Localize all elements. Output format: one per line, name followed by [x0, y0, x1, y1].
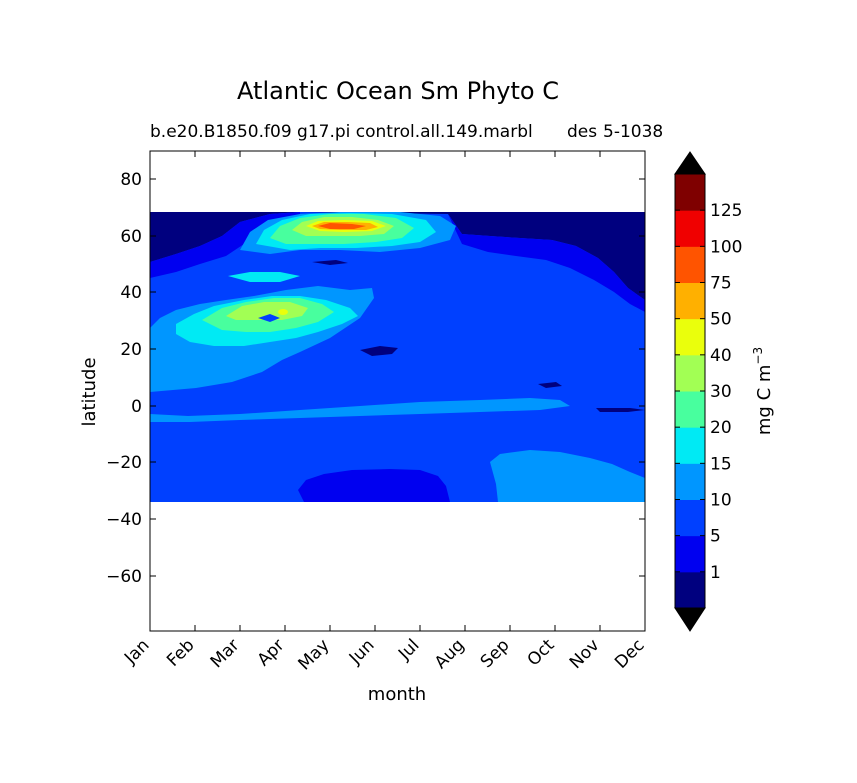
contour-band-0-1-patch	[596, 408, 645, 412]
colorbar-extend-max	[674, 151, 706, 175]
colorbar-swatch	[675, 174, 705, 211]
x-tick-label: Feb	[163, 635, 198, 670]
colorbar-label: mg C m−3	[751, 347, 775, 435]
x-tick-label: Sep	[477, 635, 514, 672]
y-axis-label: latitude	[79, 357, 100, 426]
colorbar-tick-label: 30	[710, 382, 732, 402]
y-tick-label: 60	[120, 227, 142, 247]
y-tick-label: 20	[120, 340, 142, 360]
x-axis-label: month	[368, 684, 426, 705]
colorbar-swatch	[675, 463, 705, 500]
colorbar-tick-label: 100	[710, 237, 742, 257]
contour-band-5-10-patch	[258, 314, 280, 322]
contour-band-40-50-spot	[278, 309, 288, 315]
contour-band-30-40-subtropical	[226, 302, 308, 320]
y-tick-label: −40	[106, 510, 142, 530]
y-tick-label: 40	[120, 283, 142, 303]
colorbar-tick-label: 40	[710, 346, 732, 366]
colorbar-swatch	[675, 354, 705, 392]
colorbar-swatch	[675, 499, 705, 537]
y-tick-label: −20	[106, 453, 142, 473]
contour-band-1-5-south	[298, 469, 450, 502]
contour-band-0-1-patch	[538, 382, 562, 388]
colorbar-tick-label: 5	[710, 527, 721, 547]
x-tick-label: Jun	[345, 635, 379, 669]
colorbar-tick-label: 10	[710, 491, 732, 511]
contour-band-0-1-north	[150, 212, 645, 300]
x-tick-label: Jan	[120, 635, 153, 668]
x-tick-label: Oct	[524, 635, 559, 670]
colorbar-label-exponent: −3	[751, 347, 765, 365]
x-tick-label: Dec	[611, 635, 648, 672]
contour-band-0-1-patch	[360, 346, 398, 356]
colorbar-tick-label: 20	[710, 418, 732, 438]
y-tick-label: 0	[131, 397, 142, 417]
colorbar-extend-min	[674, 607, 706, 632]
y-tick-label: −60	[106, 567, 142, 587]
colorbar-swatch	[675, 282, 705, 320]
plot-frame	[149, 150, 646, 632]
contour-band-0-1-patch	[312, 260, 348, 265]
contour-band-75-100	[318, 223, 366, 229]
x-tick-label: Apr	[254, 635, 289, 670]
colorbar-tick-label: 125	[710, 201, 742, 221]
colorbar-tick-label: 15	[710, 454, 732, 474]
colorbar-swatch	[675, 210, 705, 247]
x-tick-label: Nov	[566, 635, 604, 673]
colorbar-swatch	[675, 391, 705, 428]
x-tick-label: Jul	[394, 635, 423, 664]
colorbar-swatch	[675, 535, 705, 573]
colorbar-swatch	[675, 318, 705, 356]
contour-band-10-15-south	[490, 450, 645, 502]
colorbar-swatch	[675, 246, 705, 283]
colorbar-label-text: mg C m	[754, 365, 775, 436]
y-tick-label: 80	[120, 170, 142, 190]
x-tick-label: Mar	[207, 635, 244, 672]
chart-subtitle-suffix: des	[567, 122, 597, 142]
contour-band-1-5-mid	[448, 214, 645, 312]
colorbar-swatches	[675, 174, 705, 609]
colorbar-tick-label: 50	[710, 310, 732, 330]
colorbar-swatch	[675, 571, 705, 609]
chart-title: Atlantic Ocean Sm Phyto C	[237, 77, 559, 105]
colorbar-tick-label: 75	[710, 274, 732, 294]
chart-subtitle-date: 5-1038	[603, 122, 663, 142]
chart-subtitle: b.e20.B1850.f09 g17.pi control.all.149.m…	[150, 122, 533, 142]
contour-band-10-15-equatorial	[150, 398, 570, 422]
contour-field	[150, 212, 645, 502]
y-axis: 80 60 40 20 0 −20 −40 −60	[106, 170, 645, 587]
colorbar-tick-label: 1	[710, 563, 721, 583]
x-tick-label: Aug	[431, 635, 469, 673]
x-tick-label: May	[295, 635, 334, 674]
contour-band-15-20-pocket	[228, 272, 300, 282]
colorbar-swatch	[675, 427, 705, 464]
